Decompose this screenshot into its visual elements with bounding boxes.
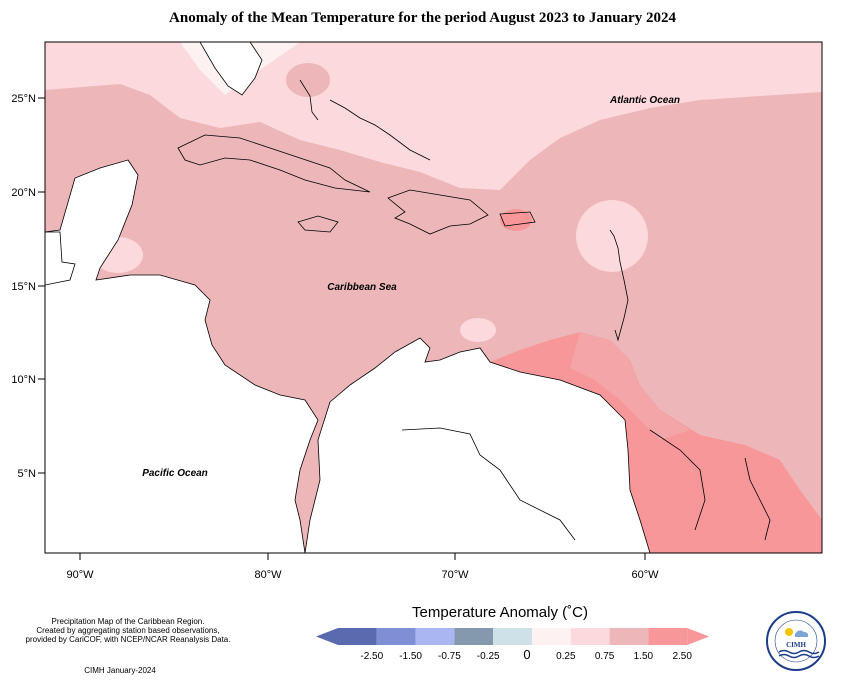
lat-tick-20: 20°N xyxy=(11,187,36,199)
map-frame xyxy=(44,41,823,554)
legend-label: 0.25 xyxy=(556,651,576,662)
legend-label: -2.50 xyxy=(360,651,383,662)
legend-colorbar: -2.50 -1.50 -0.75 -0.25 0 0.25 0.75 1.50 2.50 xyxy=(316,628,710,662)
label-caribbean-sea: Caribbean Sea xyxy=(327,282,397,293)
cuba xyxy=(177,134,371,193)
central-america xyxy=(45,159,319,553)
bahamas xyxy=(299,79,319,121)
lat-tick-25: 25°N xyxy=(11,93,36,105)
anomaly-spot-abc-islands xyxy=(460,318,496,342)
legend-label: 2.50 xyxy=(672,651,692,662)
legend-label: -0.75 xyxy=(438,651,461,662)
legend-swatch xyxy=(609,628,649,645)
lon-tick-60: 60°W xyxy=(631,569,659,581)
hispaniola xyxy=(387,189,489,235)
legend-arrow-low xyxy=(316,628,338,645)
anomaly-field xyxy=(45,42,822,553)
legend-swatch xyxy=(415,628,455,645)
venezuela-border xyxy=(401,427,576,541)
lat-tick-15: 15°N xyxy=(11,281,36,293)
guyana-border xyxy=(649,429,706,531)
logo-text: CIMH xyxy=(786,641,806,649)
jamaica xyxy=(297,215,339,233)
suriname-border xyxy=(744,457,771,541)
legend-swatch xyxy=(454,628,494,645)
lon-tick-80: 80°W xyxy=(254,569,282,581)
label-pacific-ocean: Pacific Ocean xyxy=(142,468,208,479)
note-line-1: Precipitation Map of the Caribbean Regio… xyxy=(51,617,205,626)
legend-label: 1.50 xyxy=(634,651,654,662)
legend-title: Temperature Anomaly (˚C) xyxy=(412,604,588,621)
notes-block: Precipitation Map of the Caribbean Regio… xyxy=(8,617,248,644)
cimh-logo: CIMH xyxy=(766,611,826,671)
legend-arrow-high xyxy=(687,628,710,645)
note-line-2: Created by aggregating station based obs… xyxy=(36,626,220,635)
latitude-axis: 25°N 20°N 15°N 10°N 5°N xyxy=(11,93,45,480)
legend-label: -1.50 xyxy=(399,651,422,662)
bahamas-chain xyxy=(329,99,431,161)
anomaly-band-1.50-2.50 xyxy=(490,332,822,553)
land-masses xyxy=(45,42,651,553)
legend-label: -0.25 xyxy=(477,651,500,662)
legend-swatch xyxy=(648,628,688,645)
lat-tick-10: 10°N xyxy=(11,374,36,386)
label-atlantic-ocean: Atlantic Ocean xyxy=(609,95,680,106)
note-line-3: provided by CariCOF, with NCEP/NCAR Rean… xyxy=(25,635,231,644)
legend-swatch xyxy=(376,628,416,645)
map-title: Anomaly of the Mean Temperature for the … xyxy=(169,10,676,26)
longitude-axis: 90°W 80°W 70°W 60°W xyxy=(66,553,659,581)
islands xyxy=(45,79,771,541)
anomaly-band-transition xyxy=(570,332,690,440)
lat-tick-5: 5°N xyxy=(18,468,37,480)
puerto-rico xyxy=(499,211,536,227)
legend-swatch xyxy=(338,628,377,645)
legend-swatch xyxy=(532,628,571,645)
mexico-border xyxy=(45,231,76,286)
lon-tick-70: 70°W xyxy=(441,569,469,581)
anomaly-spot-bahamas xyxy=(286,63,330,97)
legend-label: 0 xyxy=(523,647,530,662)
south-america xyxy=(304,337,651,553)
credit-text: CIMH January-2024 xyxy=(84,666,156,675)
lesser-antilles xyxy=(609,229,629,342)
legend-swatch xyxy=(493,628,532,645)
anomaly-spot-lesser-antilles xyxy=(576,200,648,272)
legend-label: 0.75 xyxy=(595,651,615,662)
lon-tick-90: 90°W xyxy=(66,569,94,581)
florida xyxy=(199,42,263,96)
legend-swatch xyxy=(570,628,610,645)
